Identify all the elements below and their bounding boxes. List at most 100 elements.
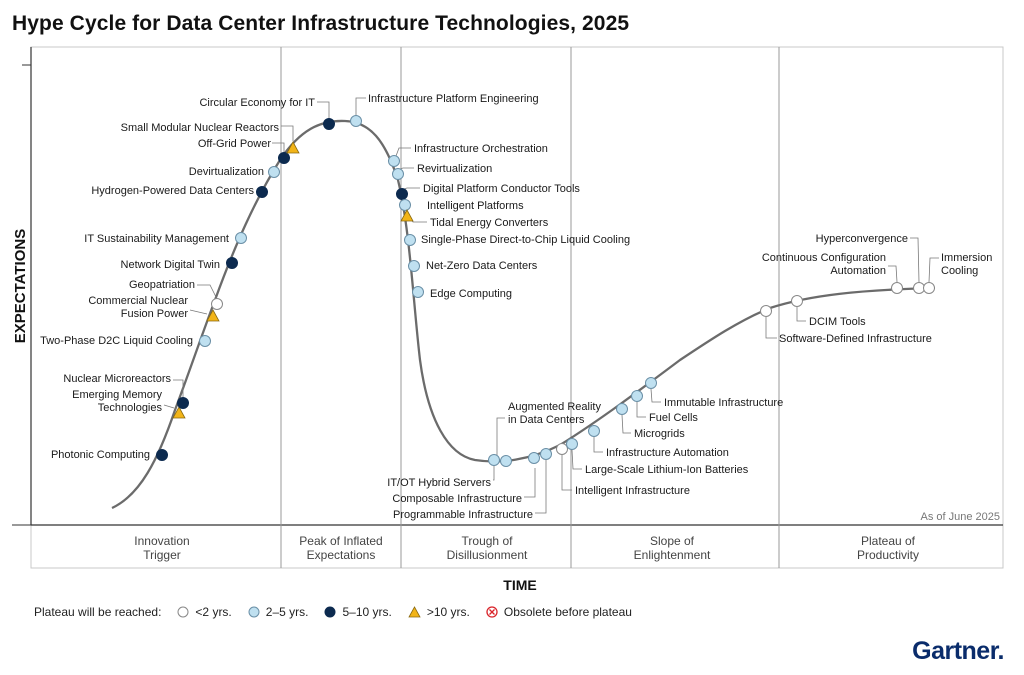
tech-label-15: Infrastructure Orchestration [414,143,548,155]
hype-curve [111,119,936,510]
phase-label-4: Slope of Enlightenment [634,534,711,562]
tech-marker-24 [500,455,512,467]
tech-label-14: Infrastructure Platform Engineering [368,93,539,105]
gartner-logo: Gartner. [912,637,1004,665]
leader-line-14 [355,97,366,115]
tech-label-16: Revirtualization [417,163,492,175]
leader-line-23 [493,466,495,481]
tech-label-8: IT Sustainability Management [84,233,229,245]
leader-line-26 [535,460,547,514]
tech-label-22: Edge Computing [430,288,512,300]
tech-label-33: Software-Defined Infrastructure [779,333,932,345]
leader-line-34 [796,307,806,322]
leader-line-25 [496,417,505,455]
leader-line-32 [650,388,661,403]
leader-line-17 [403,187,420,190]
tech-label-7: Network Digital Twin [121,259,220,271]
phase-label-3: Trough of Disillusionment [447,534,528,562]
tech-label-25: Augmented Reality in Data Centers [508,401,601,426]
tech-marker-5 [206,309,220,322]
leader-line-28 [571,449,582,470]
phase-label-1: Innovation Trigger [134,534,189,562]
tech-marker-17 [396,188,408,200]
tech-marker-26 [540,448,552,460]
tech-marker-28 [566,438,578,450]
tech-marker-16 [392,168,404,180]
tech-marker-34 [791,295,803,307]
tech-label-27: Intelligent Infrastructure [575,485,690,497]
tech-marker-21 [408,260,420,272]
tech-marker-2 [172,406,186,419]
tech-marker-22 [412,286,424,298]
leader-line-29 [593,437,603,453]
tech-marker-32 [645,377,657,389]
legend-item-obsolete: Obsolete before plateau [486,605,632,619]
tech-label-6: Geopatriation [129,279,195,291]
tech-label-23: IT/OT Hybrid Servers [387,477,491,489]
leader-line-30 [621,414,631,434]
legend-obsolete-text: Obsolete before plateau [503,605,632,619]
tech-marker-8 [235,232,247,244]
tech-marker-13 [323,118,335,130]
leader-line-13 [317,101,330,118]
phase-label-5: Plateau of Productivity [857,534,919,562]
leader-line-16 [399,167,414,170]
tech-label-3: Nuclear Microreactors [63,373,171,385]
tech-label-2: Emerging Memory Technologies [72,389,162,414]
legend-item-gt10: >10 yrs. [408,605,470,619]
legend-2to5-text: 2–5 yrs. [265,605,309,619]
legend-item-2to5: 2–5 yrs. [248,605,309,619]
leader-line-15 [395,147,411,157]
tech-label-10: Devirtualization [189,166,264,178]
tech-label-19: Tidal Energy Converters [430,217,549,229]
legend-item-5to10: 5–10 yrs. [324,605,392,619]
leader-line-5 [189,309,208,315]
tech-label-32: Immutable Infrastructure [664,397,783,409]
tech-label-37: Immersion Cooling [941,252,992,277]
tech-marker-14 [350,115,362,127]
leader-line-31 [636,402,646,418]
x-axis-title: TIME [503,577,536,593]
tech-label-18: Intelligent Platforms [427,200,524,212]
tech-marker-15 [388,155,400,167]
leader-line-12 [281,125,294,141]
tech-marker-23 [488,454,500,466]
tech-label-28: Large-Scale Lithium-Ion Batteries [585,464,749,476]
tech-label-35: Continuous Configuration Automation [762,252,886,277]
tech-label-30: Microgrids [634,428,685,440]
leader-line-6 [197,284,218,300]
tech-marker-3 [177,397,189,409]
leader-line-35 [888,265,898,283]
legend-label: Plateau will be reached: [34,605,162,619]
tech-label-20: Single-Phase Direct-to-Chip Liquid Cooli… [421,234,630,246]
tech-marker-6 [211,298,223,310]
legend: Plateau will be reached: <2 yrs. 2–5 yrs… [34,605,632,619]
leader-line-36 [910,237,920,283]
legend-lt2-marker-icon [177,606,189,618]
tech-label-24: Composable Infrastructure [392,493,522,505]
tech-label-31: Fuel Cells [649,412,698,424]
leader-line-27 [561,455,572,491]
leader-line-33 [765,317,777,339]
tech-marker-27 [556,443,568,455]
legend-5to10-text: 5–10 yrs. [342,605,392,619]
leader-line-2 [163,404,175,409]
tech-marker-33 [760,305,772,317]
legend-gt10-marker-icon [408,606,421,618]
tech-marker-11 [278,152,290,164]
tech-marker-36 [913,282,925,294]
tech-marker-9 [256,186,268,198]
tech-label-13: Circular Economy for IT [199,97,315,109]
tech-marker-31 [631,390,643,402]
tech-label-5: Commercial Nuclear Fusion Power [88,295,188,320]
tech-label-9: Hydrogen-Powered Data Centers [91,185,254,197]
tech-marker-25 [528,452,540,464]
tech-label-34: DCIM Tools [809,316,866,328]
legend-item-lt2: <2 yrs. [177,605,232,619]
tech-label-21: Net-Zero Data Centers [426,260,538,272]
tech-label-1: Photonic Computing [51,449,150,461]
tech-label-36: Hyperconvergence [816,233,908,245]
tech-marker-4 [199,335,211,347]
legend-5to10-marker-icon [324,606,336,618]
tech-marker-12 [286,141,300,154]
